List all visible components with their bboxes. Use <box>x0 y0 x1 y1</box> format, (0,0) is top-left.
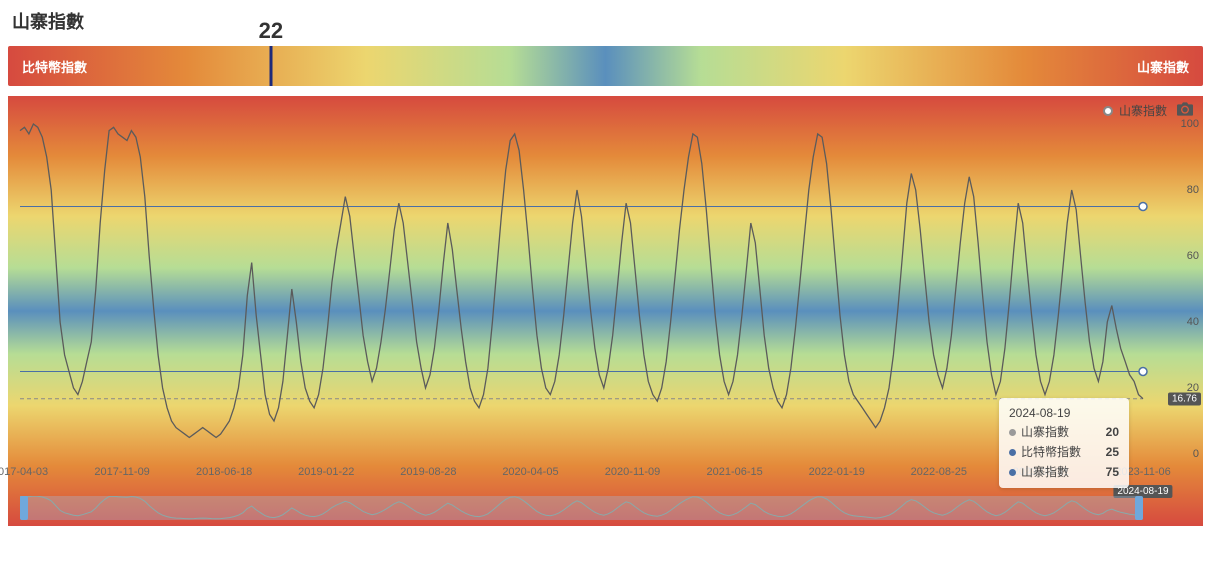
gauge: 22 比特幣指數 山寨指數 <box>8 46 1203 86</box>
y-tick: 60 <box>1187 250 1199 262</box>
legend-label: 山寨指數 <box>1119 102 1167 119</box>
chart-legend[interactable]: 山寨指數 <box>1103 102 1167 119</box>
y-tick: 40 <box>1187 316 1199 328</box>
x-tick: 2020-11-09 <box>605 466 660 478</box>
chart-tooltip: 2024-08-19 山寨指數20 比特幣指數25 山寨指數75 <box>999 398 1129 488</box>
tooltip-row: 比特幣指數25 <box>1009 443 1119 460</box>
tooltip-row: 山寨指數20 <box>1009 423 1119 440</box>
x-tick: 2022-08-25 <box>911 466 967 478</box>
x-tick: 2017-04-03 <box>0 466 48 478</box>
x-tick: 2018-06-18 <box>196 466 252 478</box>
y-tick: 100 <box>1181 118 1199 130</box>
crosshair-y-label: 16.76 <box>1168 392 1201 405</box>
x-tick: 2020-04-05 <box>502 466 558 478</box>
tooltip-row: 山寨指數75 <box>1009 463 1119 480</box>
gauge-marker <box>269 46 272 86</box>
chart-container[interactable]: 山寨指數 2017-04-032017-11-092018-06-182019-… <box>8 96 1203 526</box>
x-tick: 2019-08-28 <box>400 466 456 478</box>
legend-marker-icon <box>1103 106 1113 116</box>
brush-handle-left[interactable] <box>20 496 28 520</box>
page-title: 山寨指數 <box>8 8 1203 34</box>
gauge-bar: 比特幣指數 山寨指數 <box>8 46 1203 86</box>
gauge-value: 22 <box>259 18 283 44</box>
x-tick: 2017-11-09 <box>94 466 149 478</box>
brush-sparkline <box>20 496 1143 520</box>
tooltip-date: 2024-08-19 <box>1009 406 1119 420</box>
brush-handle-right[interactable] <box>1135 496 1143 520</box>
gauge-left-label: 比特幣指數 <box>22 57 87 76</box>
x-tick: 2019-01-22 <box>298 466 354 478</box>
y-tick: 80 <box>1187 184 1199 196</box>
gauge-right-label: 山寨指數 <box>1137 57 1189 76</box>
camera-icon[interactable] <box>1177 102 1193 116</box>
brush-rail[interactable] <box>20 496 1143 520</box>
y-tick: 0 <box>1193 448 1199 460</box>
x-tick: 2021-06-15 <box>706 466 762 478</box>
x-tick: 2022-01-19 <box>809 466 865 478</box>
